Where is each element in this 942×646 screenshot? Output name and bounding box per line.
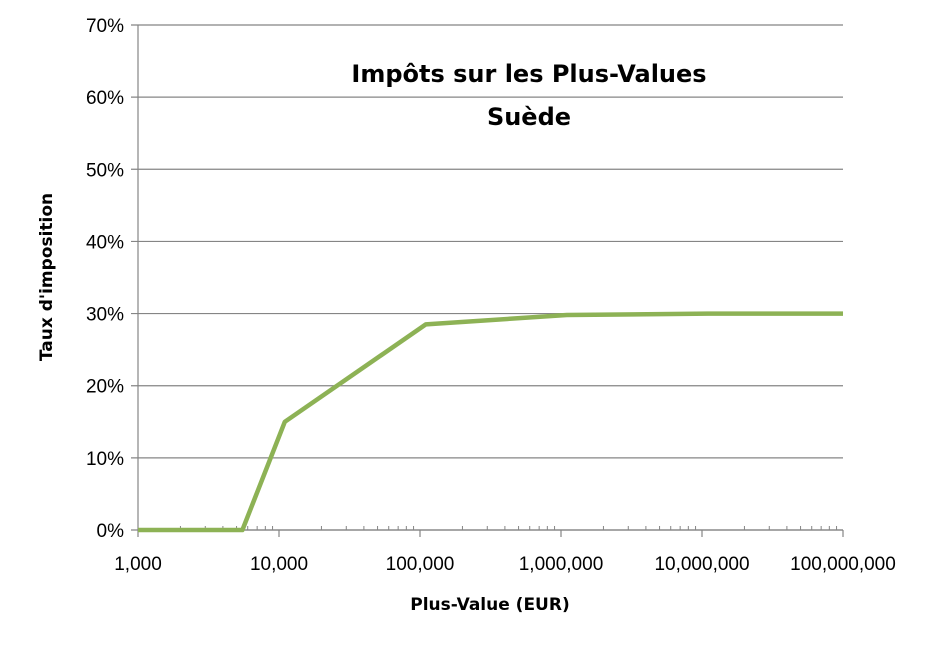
y-tick-label: 30%	[86, 305, 124, 326]
y-tick-label: 40%	[86, 232, 124, 253]
axes	[137, 25, 844, 537]
y-tick-labels: 0% 10% 20% 30% 40% 50% 60% 70%	[86, 16, 124, 542]
x-tick-label: 1,000,000	[519, 554, 604, 575]
y-tick-label: 20%	[86, 377, 124, 398]
series-group	[138, 311, 843, 533]
x-tick-label: 1,000	[114, 554, 162, 575]
y-tick-label: 10%	[86, 449, 124, 470]
chart-subtitle: Suède	[487, 103, 571, 131]
y-axis-title: Taux d'imposition	[37, 193, 57, 361]
gridlines	[131, 24, 843, 531]
chart-title: Impôts sur les Plus-Values	[351, 60, 706, 88]
series-line	[138, 311, 843, 533]
x-axis-title: Plus-Value (EUR)	[410, 595, 569, 615]
x-tick-labels: 1,000 10,000 100,000 1,000,000 10,000,000 100…	[114, 554, 896, 575]
x-tick-label: 10,000	[250, 554, 308, 575]
y-tick-label: 70%	[86, 16, 124, 37]
y-tick-label: 60%	[86, 88, 124, 109]
x-tick-label: 100,000,000	[790, 554, 896, 575]
x-tick-label: 10,000,000	[654, 554, 749, 575]
y-tick-label: 50%	[86, 160, 124, 181]
x-tick-label: 100,000	[386, 554, 455, 575]
y-tick-label: 0%	[97, 521, 125, 542]
